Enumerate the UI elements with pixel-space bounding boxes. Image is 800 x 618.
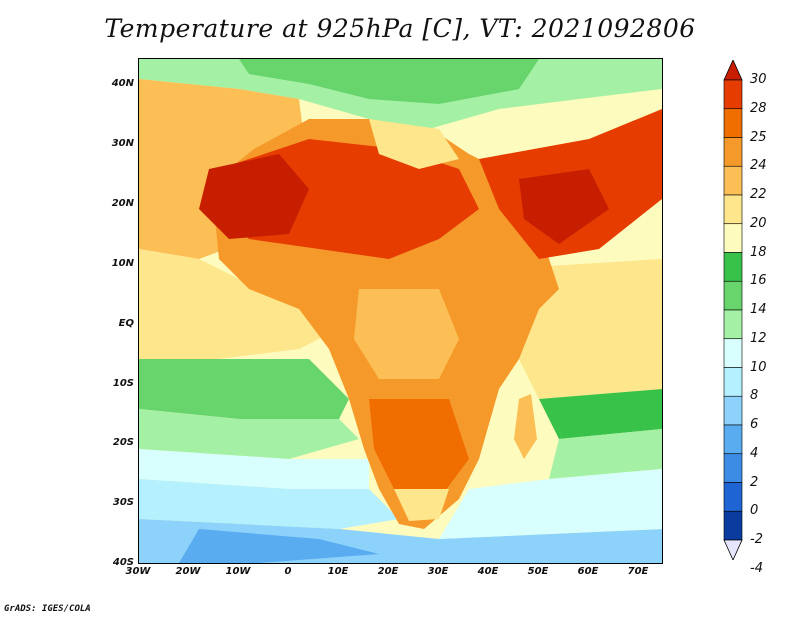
credit-text: GrADS: IGES/COLA [4, 604, 91, 614]
lat-label: 40N [111, 78, 134, 89]
lon-label: 20W [175, 566, 201, 577]
lon-label: 70E [627, 566, 649, 577]
colorbar-swatch [723, 252, 743, 282]
lat-label: 10N [111, 258, 134, 269]
indian-ocean-lightgreen [549, 429, 662, 479]
colorbar-tick-label: 4 [750, 445, 759, 461]
west-sahara-hottest [199, 154, 309, 239]
colorbar-top-arrow [723, 60, 743, 81]
south-africa-mild [394, 489, 449, 521]
colorbar-swatch [723, 280, 743, 311]
colorbar-tick-label: 6 [750, 417, 759, 432]
colorbar-swatch [723, 395, 743, 426]
colorbar-tick-label: 28 [750, 100, 767, 116]
colorbar [723, 60, 743, 560]
arabia-hottest [519, 169, 609, 244]
colorbar-swatch [723, 424, 743, 455]
lat-label: 30N [111, 138, 134, 149]
colorbar-swatch [723, 453, 743, 483]
colorbar-swatch [723, 510, 743, 541]
lon-label: 0 [284, 566, 292, 577]
map-plot-area [138, 58, 663, 564]
colorbar-swatch [723, 338, 743, 368]
colorbar-swatch [723, 309, 743, 340]
colorbar-swatch [723, 108, 743, 138]
lon-label: 40E [477, 566, 499, 577]
colorbar-tick-label: 24 [750, 158, 767, 174]
colorbar-swatch [723, 223, 743, 253]
colorbar-tick-label: 14 [750, 302, 767, 317]
south-atlantic-green [139, 359, 349, 419]
colorbar-swatch [723, 165, 743, 196]
lon-label: 20E [377, 566, 399, 577]
temperature-map [139, 59, 662, 563]
lon-label: 50E [527, 566, 549, 577]
lat-label: 40S [112, 557, 134, 568]
colorbar-tick-label: -2 [750, 532, 763, 547]
colorbar-tick-label: 25 [750, 129, 767, 145]
lon-label: 60E [577, 566, 599, 577]
north-africa-mild [369, 119, 459, 169]
equatorial-ocean [139, 249, 339, 359]
central-africa-warm [354, 289, 459, 379]
colorbar-tick-label: -4 [750, 560, 763, 576]
colorbar-tick-label: 22 [750, 187, 767, 202]
madagascar [514, 394, 537, 459]
colorbar-tick-label: 8 [750, 388, 759, 404]
south-atlantic-lightgreen [139, 409, 359, 459]
lat-label: EQ [118, 318, 134, 329]
colorbar-swatch [723, 137, 743, 167]
colorbar-tick-label: 16 [750, 273, 767, 289]
colorbar-tick-label: 2 [750, 474, 759, 490]
colorbar-swatch [723, 367, 743, 397]
indian-ocean-green [539, 389, 662, 439]
colorbar-tick-label: 30 [750, 72, 767, 87]
colorbar-bottom-arrow [723, 539, 743, 560]
lon-label: 10E [327, 566, 349, 577]
lat-label: 10S [112, 378, 134, 389]
lon-label: 30E [427, 566, 449, 577]
lat-label: 30S [112, 497, 134, 508]
colorbar-tick-label: 10 [750, 359, 767, 375]
southern-africa-warm [369, 399, 469, 499]
lon-label: 10W [225, 566, 251, 577]
europe-green-band [239, 59, 539, 104]
south-atlantic-cyan [139, 449, 369, 489]
southern-ocean-deeper [179, 529, 379, 563]
lat-label: 20N [111, 198, 134, 209]
chart-title: Temperature at 925hPa [C], VT: 202109280… [104, 14, 696, 43]
colorbar-tick-label: 0 [750, 503, 759, 519]
colorbar-swatch [723, 79, 743, 110]
lat-label: 20S [112, 437, 134, 448]
lon-label: 30W [125, 566, 151, 577]
colorbar-tick-label: 12 [750, 330, 767, 346]
colorbar-swatch [723, 482, 743, 512]
colorbar-tick-label: 18 [750, 244, 767, 260]
colorbar-tick-label: 20 [750, 215, 767, 231]
indian-ocean-cyan [439, 469, 662, 539]
south-atlantic-lightblue [139, 479, 399, 529]
colorbar-swatch [723, 194, 743, 225]
